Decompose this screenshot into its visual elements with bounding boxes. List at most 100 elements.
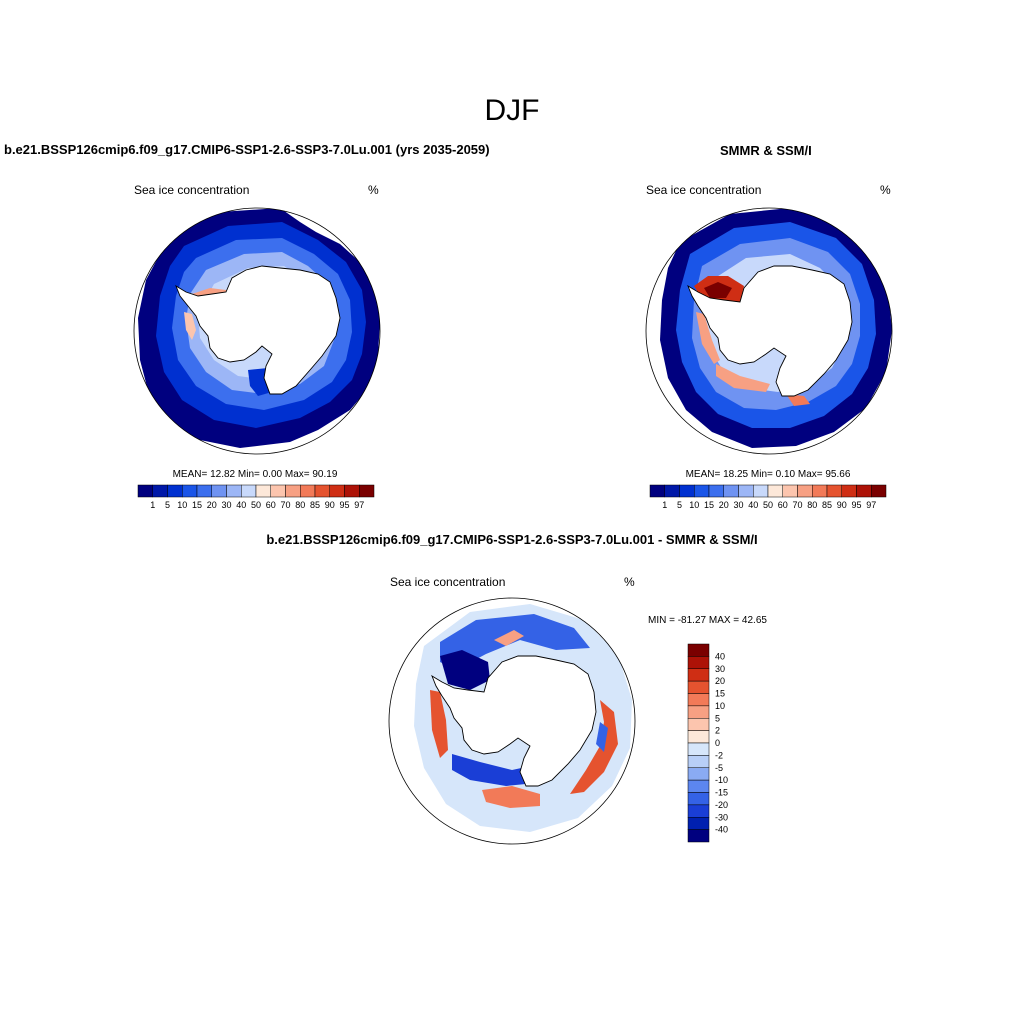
panel3-colorbar-tick-label: 10 — [715, 701, 725, 711]
panel2-colorbar-swatch-10 — [797, 484, 813, 498]
p3-diff-red-ross — [482, 786, 540, 808]
panel1-colorbar-swatch-11 — [300, 484, 316, 498]
panel2-colorbar-tick-label: 15 — [704, 500, 714, 510]
panel3-minmax: MIN = -81.27 MAX = 42.65 — [648, 615, 767, 626]
panel1-colorbar-tick-label: 70 — [280, 500, 290, 510]
panel2-colorbar-tick-label: 20 — [719, 500, 729, 510]
panel1-colorbar-swatch-4 — [196, 484, 212, 498]
panel2-colorbar-swatch-5 — [723, 484, 739, 498]
panel1-colorbar-tick-label: 1 — [150, 500, 155, 510]
panel1-colorbar-tick-label: 97 — [354, 500, 364, 510]
panel3-colorbar-swatch-7 — [687, 730, 710, 744]
p2-ice-peninsula — [696, 312, 720, 364]
panel3-title: b.e21.BSSP126cmip6.f09_g17.CMIP6-SSP1-2.… — [266, 532, 758, 547]
panel3-colorbar-tick-label: 0 — [715, 738, 720, 748]
panel1-colorbar-tick-label: 15 — [192, 500, 202, 510]
p3-diff-blue-east — [596, 722, 608, 752]
panel1-colorbar-swatch-5 — [211, 484, 227, 498]
p3-antarctica — [431, 655, 597, 787]
panel3-colorbar-tick-label: -20 — [715, 800, 728, 810]
panel2-colorbar-tick-label: 70 — [792, 500, 802, 510]
panel1-colorbar-tick-label: 20 — [207, 500, 217, 510]
panel1-colorbar-swatch-10 — [285, 484, 301, 498]
panel3-colorbar-tick-label: -5 — [715, 763, 723, 773]
panel3-colorbar-swatch-12 — [687, 792, 710, 806]
p3-diff-darkblue-weddell — [440, 650, 490, 690]
panel2-variable-label: Sea ice concentration — [646, 183, 762, 197]
panel1-colorbar-swatch-3 — [182, 484, 198, 498]
panel3-colorbar-swatch-14 — [687, 817, 710, 830]
panel1-units-label: % — [368, 183, 379, 197]
panel1-colorbar-swatch-15 — [359, 484, 375, 498]
panel2-map-border — [645, 207, 893, 455]
panel1-colorbar-tick-label: 50 — [251, 500, 261, 510]
panel1-colorbar-tick-label: 10 — [177, 500, 187, 510]
panel2-colorbar-tick-label: 97 — [866, 500, 876, 510]
panel2-colorbar-swatch-13 — [841, 484, 857, 498]
panel2-colorbar-swatch-6 — [738, 484, 754, 498]
panel2-colorbar-tick-label: 90 — [837, 500, 847, 510]
panel2-stats: MEAN= 18.25 Min= 0.10 Max= 95.66 — [685, 469, 851, 480]
panel2-colorbar-swatch-1 — [664, 484, 680, 498]
panel1-map-border — [133, 207, 381, 455]
panel3-units-label: % — [624, 575, 635, 589]
panel3-colorbar-tick-label: -2 — [715, 750, 723, 760]
panel1-colorbar-swatch-13 — [329, 484, 345, 498]
p2-ice-ross — [716, 364, 770, 392]
panel3-variable-label: Sea ice concentration — [390, 575, 506, 589]
panel3-colorbar-swatch-5 — [687, 705, 710, 719]
panel1-title: b.e21.BSSP126cmip6.f09_g17.CMIP6-SSP1-2.… — [4, 142, 490, 157]
panel1-colorbar-swatch-1 — [152, 484, 168, 498]
panel3-colorbar-swatch-2 — [687, 668, 710, 682]
panel3-map-border — [388, 597, 636, 845]
panel1-colorbar-tick-label: 30 — [221, 500, 231, 510]
panel2-colorbar-swatch-12 — [826, 484, 842, 498]
panel3-colorbar-tick-label: -40 — [715, 825, 728, 835]
panel3-colorbar-swatch-15 — [687, 829, 710, 843]
panel2-colorbar-tick-label: 60 — [778, 500, 788, 510]
panel2-colorbar-swatch-3 — [694, 484, 710, 498]
panel1-colorbar-swatch-14 — [344, 484, 360, 498]
panel2-colorbar-tick-label: 10 — [689, 500, 699, 510]
panel3-colorbar-tick-label: -30 — [715, 812, 728, 822]
panel2-colorbar: 1 5 10 15 20 30 40 50 60 70 80 85 90 95 97 — [649, 484, 887, 510]
panel2-colorbar-swatch-8 — [767, 484, 783, 498]
panel3-colorbar-tick-label: -15 — [715, 788, 728, 798]
panel2-title: SMMR & SSM/I — [720, 143, 812, 158]
p3-diff-blue-north — [440, 614, 590, 670]
panel1-colorbar-swatch-12 — [314, 484, 330, 498]
p2-ice-amundsen — [786, 394, 810, 406]
panel2-colorbar-tick-label: 50 — [763, 500, 773, 510]
panel2-colorbar-swatch-15 — [871, 484, 887, 498]
panel3-colorbar-swatch-3 — [687, 680, 710, 694]
panel3-colorbar-tick-label: 30 — [715, 664, 725, 674]
p1-ice-red-ross — [184, 312, 196, 340]
panel3-colorbar-tick-label: 5 — [715, 713, 720, 723]
panel1-variable-label: Sea ice concentration — [134, 183, 250, 197]
panel2-colorbar-swatch-7 — [753, 484, 769, 498]
panel3-colorbar-swatch-13 — [687, 804, 710, 818]
panel1-colorbar-tick-label: 5 — [165, 500, 170, 510]
p3-diff-red-ring-north — [494, 630, 524, 646]
panel3-colorbar-swatch-4 — [687, 693, 710, 707]
panel1-colorbar-swatch-9 — [270, 484, 286, 498]
panel3-colorbar-swatch-8 — [687, 742, 710, 756]
panel2-colorbar-swatch-11 — [812, 484, 828, 498]
panel3-colorbar-swatch-10 — [687, 767, 710, 781]
p2-antarctica — [687, 265, 853, 397]
p1-antarctica — [175, 265, 341, 395]
panel3-map — [414, 604, 632, 832]
panel2-colorbar-tick-label: 80 — [807, 500, 817, 510]
p3-diff-red-peninsula — [430, 690, 448, 758]
panel1-colorbar-swatch-0 — [137, 484, 153, 498]
panel2-colorbar-swatch-2 — [679, 484, 695, 498]
panel3-colorbar-swatch-0 — [687, 643, 710, 657]
panel2-colorbar-swatch-14 — [856, 484, 872, 498]
panel3-colorbar-tick-label: 20 — [715, 676, 725, 686]
panel2-colorbar-swatch-4 — [708, 484, 724, 498]
panel1-colorbar-tick-label: 90 — [325, 500, 335, 510]
panel1-colorbar-tick-label: 60 — [266, 500, 276, 510]
panel2-colorbar-tick-label: 95 — [851, 500, 861, 510]
